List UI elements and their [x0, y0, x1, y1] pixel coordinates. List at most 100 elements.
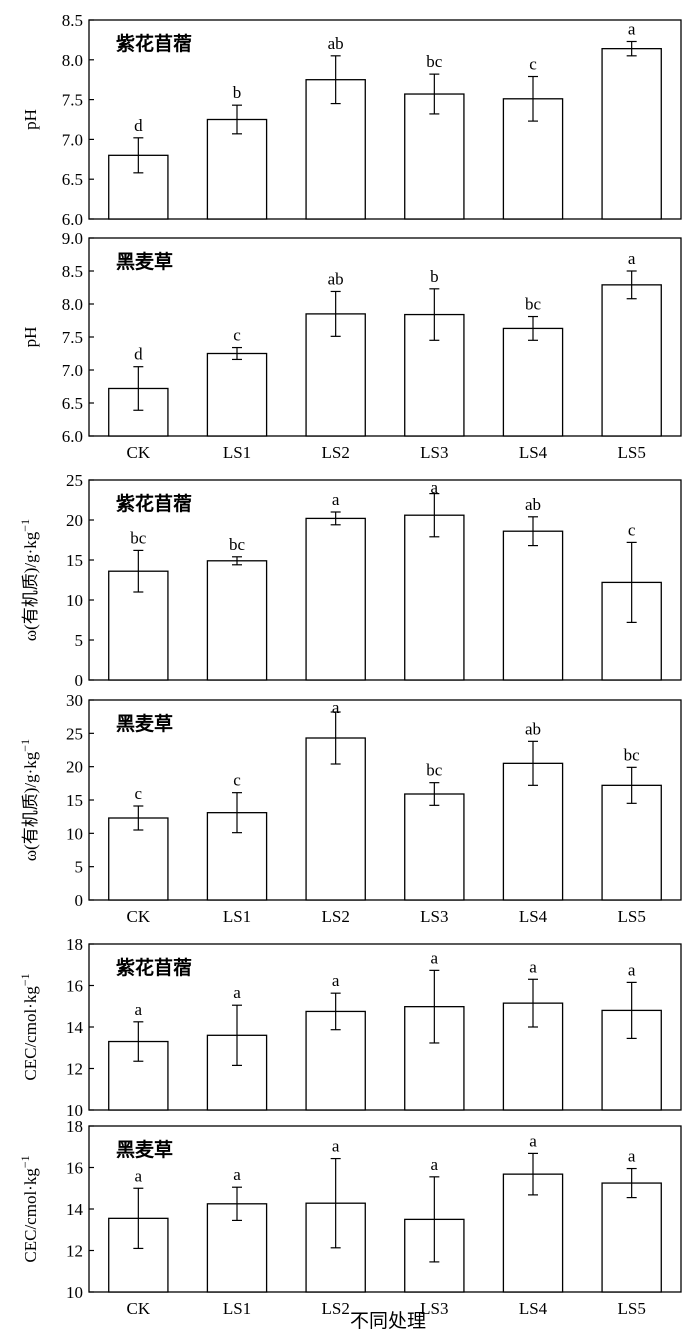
- significance-letter-LS3: b: [430, 267, 439, 286]
- x-tick-label-LS1: LS1: [223, 1299, 251, 1318]
- x-tick-label-LS5: LS5: [617, 443, 645, 462]
- significance-letter-LS4: a: [529, 1131, 537, 1150]
- figure-x-axis-label: 不同处理: [350, 1310, 426, 1332]
- y-tick-label: 15: [66, 791, 83, 810]
- chart-panel-6: 10 12 14 16 18 CEC/cmol·kg−1 黑麦草 a CK a LS1 a LS2 a LS…: [18, 1117, 682, 1318]
- significance-letter-CK: d: [134, 345, 143, 364]
- significance-letter-LS1: a: [233, 1165, 241, 1184]
- y-tick-label: 9.0: [62, 229, 83, 248]
- chart-panel-3: 0 5 10 15 20 25 ω(有机质)/g·kg−1 紫花苜蓿 bc bc a a ab c: [18, 471, 682, 690]
- x-tick-label-LS3: LS3: [420, 1299, 448, 1318]
- significance-letter-LS5: a: [628, 960, 636, 979]
- x-tick-label-CK: CK: [127, 443, 151, 462]
- y-tick-label: 20: [66, 758, 83, 777]
- bar-LS5: [601, 284, 662, 437]
- y-tick-label: 10: [66, 1283, 83, 1302]
- bar-CK: [108, 387, 169, 437]
- significance-letter-LS2: a: [332, 971, 340, 990]
- significance-letter-CK: d: [134, 116, 143, 135]
- significance-letter-LS1: bc: [229, 535, 246, 554]
- significance-letter-LS2: a: [332, 698, 340, 717]
- y-tick-label: 10: [66, 824, 83, 843]
- y-tick-label: 8.5: [62, 11, 83, 30]
- significance-letter-LS4: ab: [525, 495, 541, 514]
- significance-letter-LS4: ab: [525, 719, 541, 738]
- y-tick-label: 5: [75, 631, 84, 650]
- significance-letter-LS2: ab: [328, 269, 344, 288]
- x-tick-label-CK: CK: [127, 1299, 151, 1318]
- bar-LS1: [206, 560, 268, 681]
- y-tick-label: 5: [75, 858, 84, 877]
- significance-letter-LS1: c: [233, 771, 241, 790]
- y-axis-label-superscript: −1: [18, 519, 32, 532]
- x-tick-label-LS4: LS4: [519, 1299, 548, 1318]
- bar-CK: [108, 817, 169, 901]
- y-tick-label: 8.0: [62, 295, 83, 314]
- bar-LS5: [601, 48, 662, 220]
- y-tick-label: 10: [66, 591, 83, 610]
- bar-LS4: [502, 327, 564, 437]
- y-tick-label: 7.0: [62, 130, 83, 149]
- y-axis-label-superscript: −1: [18, 973, 32, 986]
- y-axis-label: pH: [21, 327, 40, 348]
- chart-panel-4: 0 5 10 15 20 25 30 ω(有机质)/g·kg−1 黑麦草 c CK c LS1 a LS2 b…: [18, 691, 682, 926]
- panel-title: 紫花苜蓿: [116, 32, 192, 55]
- significance-letter-LS3: bc: [426, 52, 443, 71]
- panel-title: 紫花苜蓿: [116, 492, 192, 515]
- x-tick-label-LS5: LS5: [617, 907, 645, 926]
- significance-letter-LS5: bc: [624, 745, 641, 764]
- significance-letter-LS5: a: [628, 249, 636, 268]
- y-tick-label: 6.0: [62, 210, 83, 229]
- significance-letter-CK: c: [135, 784, 143, 803]
- y-axis-label-superscript: −1: [18, 739, 32, 752]
- y-tick-label: 12: [66, 1060, 83, 1079]
- y-tick-label: 12: [66, 1242, 83, 1261]
- significance-letter-LS3: a: [431, 478, 439, 497]
- x-tick-label-LS2: LS2: [321, 1299, 349, 1318]
- y-axis-label-superscript: −1: [18, 1155, 32, 1168]
- bar-LS2: [305, 517, 366, 681]
- y-tick-label: 16: [66, 1159, 83, 1178]
- significance-letter-LS4: a: [529, 957, 537, 976]
- x-tick-label-LS1: LS1: [223, 907, 251, 926]
- significance-letter-LS5: c: [628, 520, 636, 539]
- y-tick-label: 0: [75, 891, 84, 910]
- x-tick-label-LS1: LS1: [223, 443, 251, 462]
- panel-title: 黑麦草: [116, 1138, 173, 1161]
- plot-frame: [88, 237, 682, 437]
- y-tick-label: 15: [66, 551, 83, 570]
- significance-letter-CK: bc: [130, 528, 147, 547]
- panel-title: 黑麦草: [116, 250, 173, 273]
- bar-LS5: [601, 784, 662, 901]
- significance-letter-LS1: c: [233, 326, 241, 345]
- significance-letter-LS5: a: [628, 19, 636, 38]
- y-tick-label: 25: [66, 724, 83, 743]
- significance-letter-LS3: a: [431, 948, 439, 967]
- plot-frame: [88, 1125, 682, 1293]
- y-tick-label: 0: [75, 671, 84, 690]
- chart-panel-1: 6.0 6.5 7.0 7.5 8.0 8.5 pH 紫花苜蓿 d b ab bc c a: [21, 11, 682, 229]
- x-tick-label-LS2: LS2: [321, 907, 349, 926]
- bar-LS1: [206, 352, 268, 437]
- chart-panel-5: 10 12 14 16 18 CEC/cmol·kg−1 紫花苜蓿 a a a a a a: [18, 935, 682, 1120]
- x-tick-label-LS5: LS5: [617, 1299, 645, 1318]
- y-axis-label: CEC/cmol·kg−1: [18, 973, 40, 1080]
- y-tick-label: 6.0: [62, 427, 83, 446]
- significance-letter-LS4: c: [529, 55, 537, 74]
- significance-letter-LS4: bc: [525, 295, 542, 314]
- y-tick-label: 6.5: [62, 170, 83, 189]
- x-tick-label-LS4: LS4: [519, 443, 548, 462]
- significance-letter-CK: a: [135, 1166, 143, 1185]
- y-tick-label: 8.5: [62, 262, 83, 281]
- y-tick-label: 7.5: [62, 328, 83, 347]
- significance-letter-LS5: a: [628, 1147, 636, 1166]
- y-tick-label: 7.5: [62, 91, 83, 110]
- x-tick-label-CK: CK: [127, 907, 151, 926]
- y-tick-label: 6.5: [62, 394, 83, 413]
- y-tick-label: 16: [66, 977, 83, 996]
- bar-LS1: [206, 118, 268, 220]
- y-axis-label: ω(有机质)/g·kg−1: [18, 739, 40, 861]
- significance-letter-LS2: a: [332, 1137, 340, 1156]
- significance-letter-CK: a: [135, 1000, 143, 1019]
